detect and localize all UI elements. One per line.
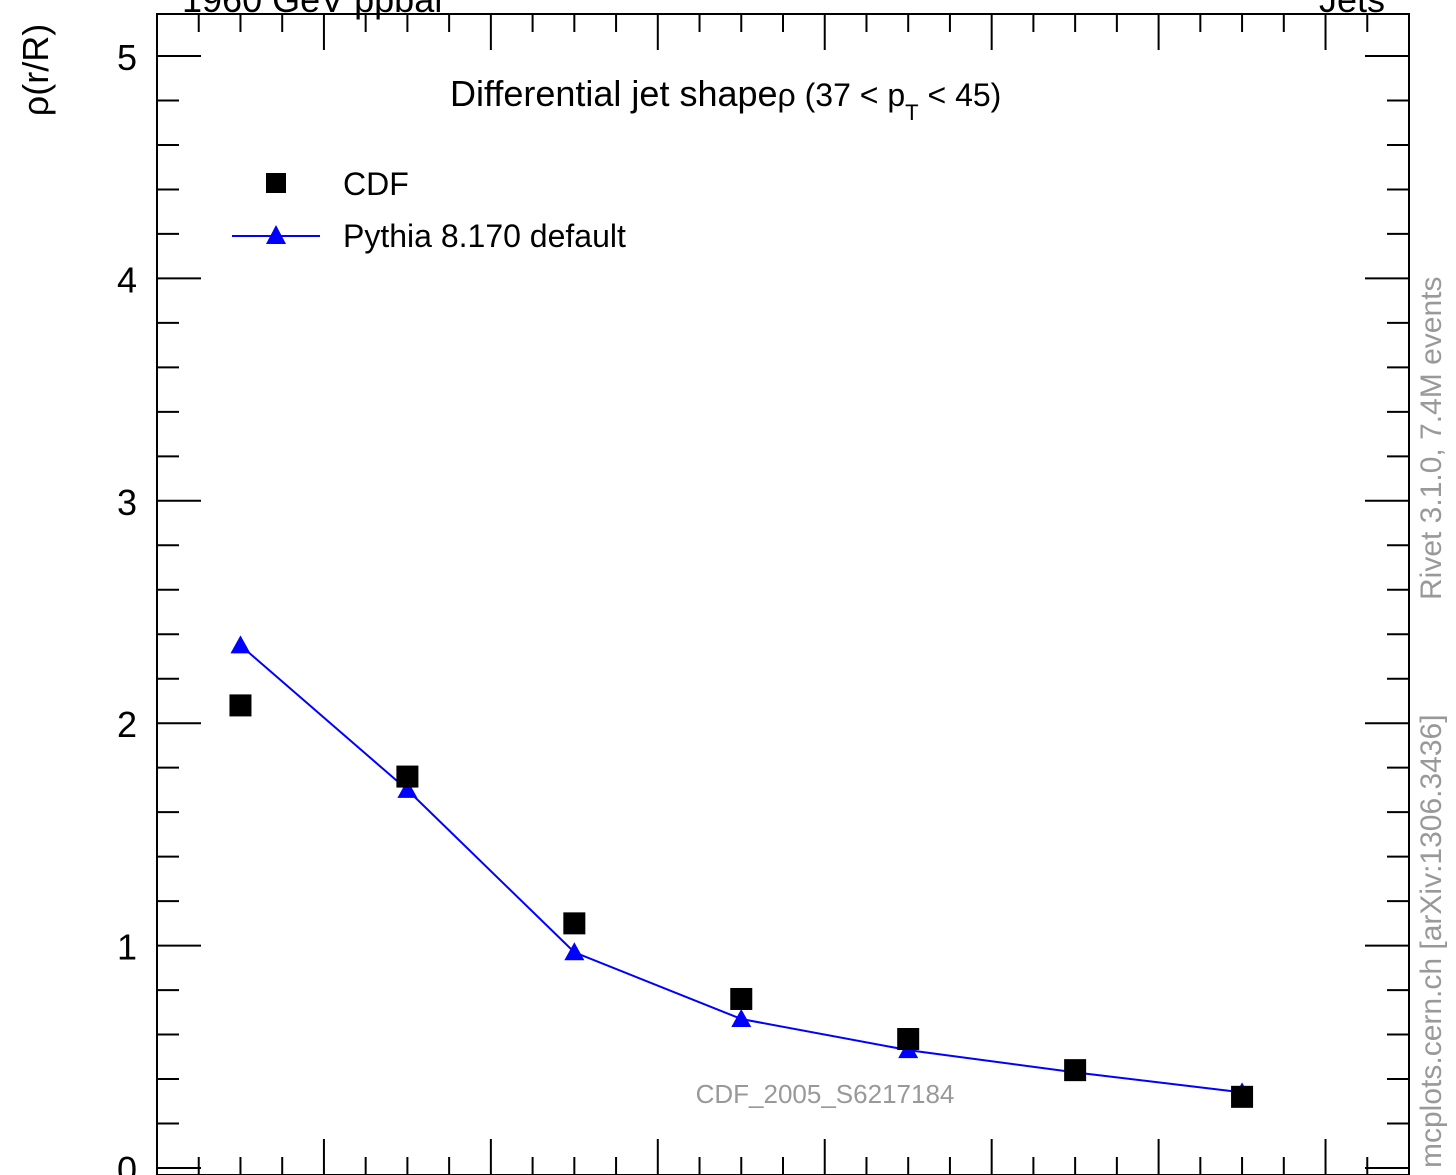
- pythia-point: [230, 635, 251, 654]
- cdf-point: [396, 765, 419, 788]
- analysis-id: CDF_2005_S6217184: [696, 1079, 955, 1109]
- cdf-point: [229, 694, 252, 717]
- y-axis-ticks: [157, 55, 1409, 1169]
- y-tick-label: 0: [117, 1149, 137, 1175]
- chart-title: Differential jet shapeρ (37 < pT < 45): [450, 73, 1001, 125]
- legend: CDF Pythia 8.170 default: [232, 166, 626, 254]
- cdf-point: [730, 987, 753, 1010]
- cdf-point: [1064, 1059, 1087, 1082]
- header-right-text: Jets: [1319, 0, 1385, 20]
- x-axis-ticks: [156, 14, 1410, 1175]
- y-axis-label: ρ(r/R): [15, 24, 56, 116]
- y-tick-label: 1: [117, 927, 137, 968]
- pythia-point: [564, 942, 585, 961]
- series-cdf: [229, 694, 1254, 1108]
- chart-title-rho: ρ: [778, 77, 796, 113]
- cdf-point: [897, 1028, 920, 1051]
- y-axis-tick-labels: 0 1 2 3 4 5: [117, 37, 137, 1175]
- legend-cdf-label: CDF: [343, 166, 409, 202]
- pythia-point: [731, 1008, 752, 1027]
- legend-cdf-marker: [266, 173, 286, 193]
- pythia-point: [397, 779, 418, 798]
- cdf-point: [563, 912, 586, 935]
- mcplots-label: mcplots.cern.ch [arXiv:1306.3436]: [1415, 714, 1448, 1168]
- rivet-label: Rivet 3.1.0, 7.4M events: [1415, 277, 1448, 601]
- legend-pythia-marker: [266, 225, 286, 244]
- y-tick-label: 5: [117, 37, 137, 78]
- cdf-point: [1231, 1085, 1254, 1108]
- chart-title-sub: T: [905, 100, 918, 125]
- y-tick-label: 3: [117, 482, 137, 523]
- legend-pythia-label: Pythia 8.170 default: [343, 218, 626, 254]
- chart-title-open: (37 < p: [796, 77, 905, 113]
- y-tick-label: 2: [117, 704, 137, 745]
- chart-title-close: < 45): [919, 77, 1002, 113]
- chart-title-main: Differential jet shape: [450, 73, 778, 114]
- y-tick-label: 4: [117, 259, 137, 300]
